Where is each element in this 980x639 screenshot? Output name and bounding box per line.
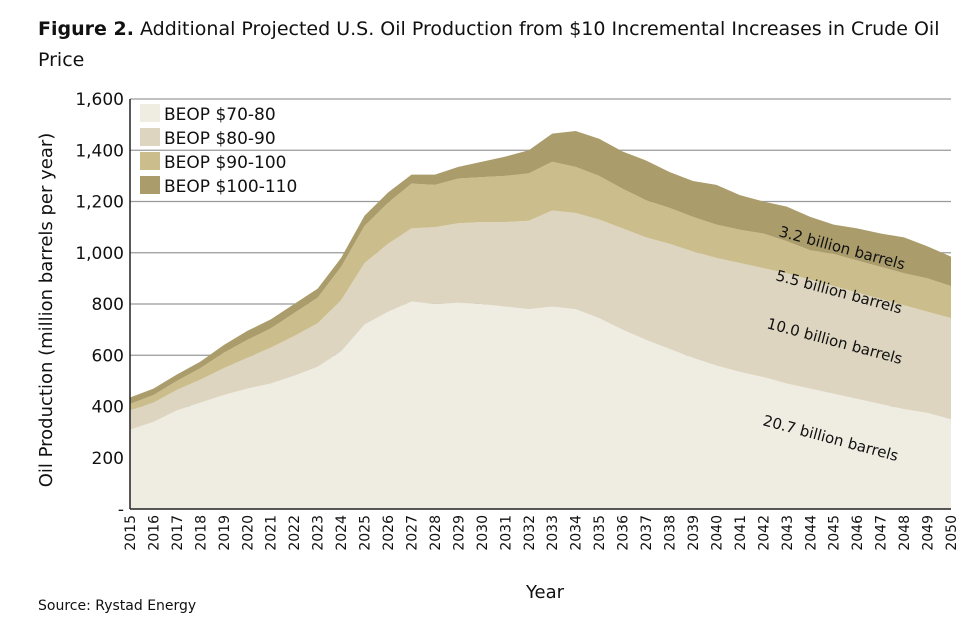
y-tick-label: 800 bbox=[92, 295, 124, 315]
x-tick-label: 2036 bbox=[616, 515, 632, 551]
x-tick-label: 2045 bbox=[827, 515, 843, 551]
x-tick-label: 2048 bbox=[897, 515, 913, 551]
legend-label: BEOP $80-90 bbox=[164, 129, 276, 149]
x-tick-label: 2023 bbox=[311, 515, 327, 551]
source-note: Source: Rystad Energy bbox=[38, 598, 197, 614]
x-tick-label: 2043 bbox=[780, 515, 796, 551]
x-tick-label: 2034 bbox=[569, 515, 585, 551]
x-tick-label: 2019 bbox=[217, 515, 233, 551]
y-tick-label: 1,600 bbox=[75, 90, 124, 110]
y-tick-label: 400 bbox=[92, 398, 124, 418]
legend-swatch bbox=[140, 128, 160, 146]
x-tick-label: 2018 bbox=[193, 515, 209, 551]
legend: BEOP $70-80 BEOP $80-90 BEOP $90-100 BEOP $… bbox=[140, 104, 297, 197]
x-tick-label: 2017 bbox=[170, 515, 186, 551]
y-tick-label: 200 bbox=[92, 449, 124, 469]
x-tick-label: 2032 bbox=[522, 515, 538, 551]
area-series-1 bbox=[130, 301, 951, 509]
y-tick-label: 1,400 bbox=[75, 141, 124, 161]
x-tick-label: 2039 bbox=[686, 515, 702, 551]
y-tick-label: 1,200 bbox=[75, 193, 124, 213]
x-tick-label: 2040 bbox=[709, 515, 725, 551]
legend-label: BEOP $100-110 bbox=[164, 177, 297, 197]
x-tick-label: 2042 bbox=[756, 515, 772, 551]
x-tick-label: 2028 bbox=[428, 515, 444, 551]
x-tick-label: 2035 bbox=[592, 515, 608, 551]
figure-title: Figure 2. Additional Projected U.S. Oil … bbox=[38, 14, 968, 76]
area-series bbox=[130, 131, 951, 509]
x-tick-label: 2050 bbox=[944, 515, 960, 551]
area-series-2 bbox=[130, 210, 951, 430]
area-series-4 bbox=[130, 131, 951, 404]
x-tick-label: 2041 bbox=[733, 515, 749, 551]
y-axis-label: Oil Production (million barrels per year… bbox=[36, 133, 57, 488]
x-tick-label: 2015 bbox=[123, 515, 139, 551]
y-tick-labels: - 200 400 600 800 1,000 1,200 1,400 1,600 bbox=[75, 90, 124, 520]
x-tick-label: 2016 bbox=[146, 515, 162, 551]
legend-swatch bbox=[140, 104, 160, 122]
y-tick-label: - bbox=[118, 500, 124, 520]
x-tick-labels: 2015 2016 2017 2018 2019 2020 2021 2022 2023 2024… bbox=[123, 515, 960, 551]
x-tick-label: 2033 bbox=[545, 515, 561, 551]
x-tick-label: 2022 bbox=[287, 515, 303, 551]
legend-label: BEOP $70-80 bbox=[164, 105, 276, 125]
x-tick-label: 2024 bbox=[334, 515, 350, 551]
y-tick-label: 1,000 bbox=[75, 244, 124, 264]
legend-swatch bbox=[140, 152, 160, 170]
x-tick-label: 2020 bbox=[240, 515, 256, 551]
area-series-3 bbox=[130, 161, 951, 411]
legend-label: BEOP $90-100 bbox=[164, 153, 286, 173]
x-tick-label: 2030 bbox=[475, 515, 491, 551]
x-tick-label: 2049 bbox=[921, 515, 937, 551]
figure-label: Figure 2. bbox=[38, 18, 134, 40]
x-axis-label: Year bbox=[525, 582, 565, 603]
x-tick-label: 2044 bbox=[803, 515, 819, 551]
x-tick-label: 2046 bbox=[850, 515, 866, 551]
legend-swatch bbox=[140, 176, 160, 194]
x-tick-label: 2021 bbox=[264, 515, 280, 551]
x-tick-label: 2038 bbox=[663, 515, 679, 551]
axes bbox=[129, 99, 951, 510]
x-tick-label: 2026 bbox=[381, 515, 397, 551]
x-tick-label: 2031 bbox=[498, 515, 514, 551]
x-tick-label: 2025 bbox=[358, 515, 374, 551]
x-tick-label: 2047 bbox=[874, 515, 890, 551]
x-tick-label: 2027 bbox=[404, 515, 420, 551]
figure-title-text: Additional Projected U.S. Oil Production… bbox=[38, 18, 940, 71]
x-tick-label: 2029 bbox=[451, 515, 467, 551]
x-tick-label: 2037 bbox=[639, 515, 655, 551]
y-tick-label: 600 bbox=[92, 346, 124, 366]
